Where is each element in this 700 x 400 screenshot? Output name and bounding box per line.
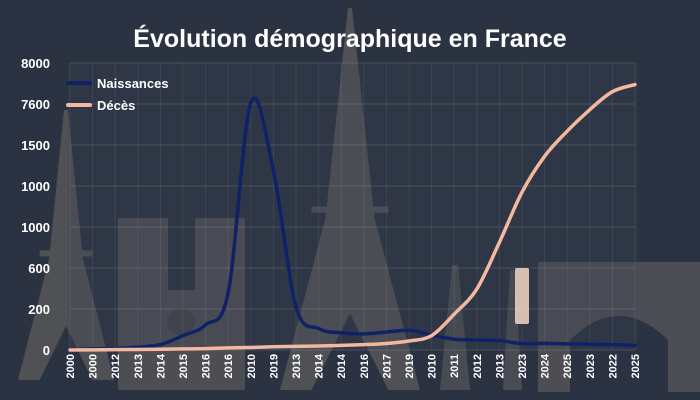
x-tick-label: 2012	[110, 354, 122, 378]
x-tick-label: 2025	[562, 354, 574, 378]
plot-area	[68, 63, 637, 350]
legend-label: Naissances	[97, 76, 169, 91]
x-axis-ticks: 2000 2000 2012 2013 2014 2015 2016 2016 2010 2019…	[65, 353, 642, 378]
x-tick-label: 2019	[268, 354, 280, 378]
x-tick-label: 2000	[65, 354, 77, 378]
x-tick-label: 2014	[314, 353, 326, 378]
y-tick-label: 8000	[21, 56, 50, 71]
y-tick-label: 600	[28, 261, 50, 276]
x-tick-label: 2011	[449, 354, 461, 378]
legend-item-deces: Décès	[66, 98, 135, 113]
x-tick-label: 2023	[585, 354, 597, 378]
y-tick-label: 7600	[21, 97, 50, 112]
y-tick-label: 200	[28, 302, 50, 317]
arc-de-triomphe-silhouette	[538, 262, 700, 392]
x-tick-label: 2016	[223, 354, 235, 378]
x-tick-label: 2019	[404, 354, 416, 378]
x-tick-label: 2016	[359, 354, 371, 378]
legend: Naissances Décès	[66, 76, 169, 113]
x-tick-label: 2024	[540, 353, 552, 378]
highlight-marker	[515, 268, 529, 324]
y-tick-label: 0	[43, 343, 50, 358]
x-tick-label: 2010	[246, 354, 258, 378]
chart-title: Évolution démographique en France	[133, 24, 566, 53]
x-tick-label: 2014	[155, 353, 167, 378]
y-tick-label: 1000	[21, 220, 50, 235]
x-tick-label: 2023	[517, 354, 529, 378]
x-tick-label: 2000	[88, 354, 100, 378]
x-tick-label: 2010	[427, 354, 439, 378]
x-tick-label: 2014	[336, 353, 348, 378]
x-tick-label: 2022	[607, 354, 619, 378]
x-tick-label: 2013	[291, 354, 303, 378]
church-spire-silhouette	[440, 265, 522, 390]
series-line-deces	[68, 82, 637, 352]
eiffel-tower-center	[280, 8, 420, 390]
x-tick-label: 2025	[630, 354, 642, 378]
series-layer	[68, 82, 637, 352]
legend-label: Décès	[97, 98, 135, 113]
eiffel-tower-left	[18, 110, 114, 380]
highlight-band	[515, 268, 529, 324]
legend-item-naissances: Naissances	[66, 76, 169, 91]
x-tick-label: 2017	[381, 354, 393, 378]
x-tick-label: 2013	[133, 354, 145, 378]
x-tick-label: 2013	[494, 354, 506, 378]
y-tick-label: 1000	[21, 179, 50, 194]
x-tick-label: 2016	[201, 354, 213, 378]
y-axis-ticks: 8000 7600 1500 1000 1000 600 200 0	[21, 56, 50, 358]
x-tick-label: 2015	[178, 354, 190, 378]
y-tick-label: 1500	[21, 138, 50, 153]
series-line-naissances	[68, 96, 637, 352]
x-tick-label: 2012	[472, 354, 484, 378]
